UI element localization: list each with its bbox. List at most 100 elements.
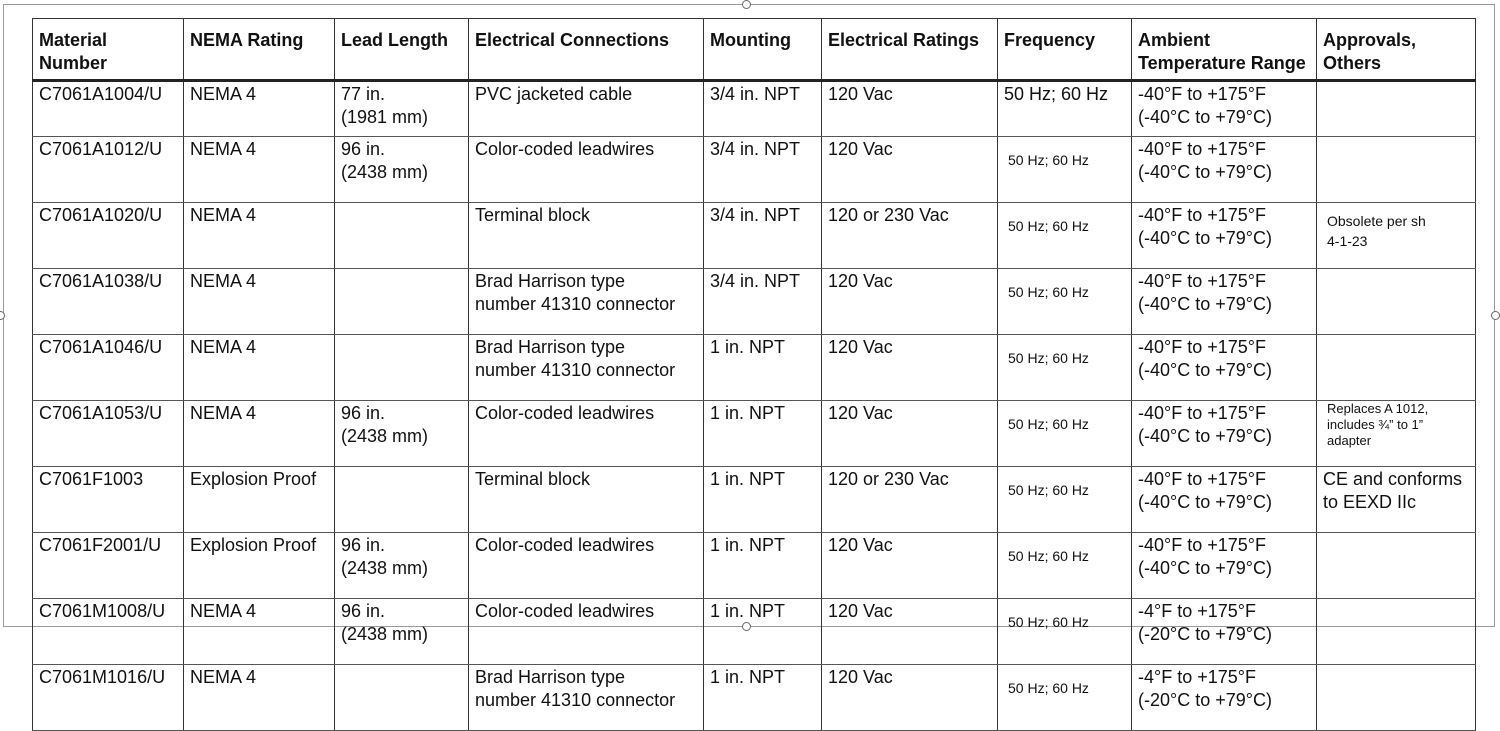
table-row: C7061A1004/U NEMA 4 77 in. (1981 mm) PVC ja… [32, 80, 1476, 137]
table-cell: 50 Hz; 60 Hz [997, 334, 1132, 401]
table-cell: 96 in. (2438 mm) [334, 598, 469, 665]
table-cell: 3/4 in. NPT [703, 136, 822, 203]
table-cell: 50 Hz; 60 Hz [997, 598, 1132, 665]
table-cell: C7061A1012/U [32, 136, 184, 203]
table-cell: 96 in. (2438 mm) [334, 400, 469, 467]
table-cell: Explosion Proof [183, 466, 335, 533]
table-cell: CE and conforms to EEXD IIc [1316, 466, 1476, 533]
table-cell: 1 in. NPT [703, 466, 822, 533]
table-cell [1316, 598, 1476, 665]
table-row: C7061A1012/U NEMA 4 96 in. (2438 mm) Color-… [32, 136, 1476, 203]
table-cell [1316, 664, 1476, 731]
table-cell: Color-coded leadwires [468, 400, 704, 467]
table-cell [334, 466, 469, 533]
table-cell: -4°F to +175°F (-20°C to +79°C) [1131, 598, 1317, 665]
resize-handle[interactable] [1491, 311, 1500, 320]
table-cell: -40°F to +175°F (-40°C to +79°C) [1131, 80, 1317, 137]
table-cell: 50 Hz; 60 Hz [997, 664, 1132, 731]
table-cell: -40°F to +175°F (-40°C to +79°C) [1131, 202, 1317, 269]
table-cell: Color-coded leadwires [468, 598, 704, 665]
table-cell: 120 Vac [821, 268, 998, 335]
table-cell: NEMA 4 [183, 202, 335, 269]
table-cell: C7061A1004/U [32, 80, 184, 137]
table-cell: Color-coded leadwires [468, 136, 704, 203]
resize-handle[interactable] [0, 311, 5, 320]
table-row: C7061F2001/U Explosion Proof 96 in. (2438 … [32, 532, 1476, 599]
table-cell: Brad Harrison type number 41310 connecto… [468, 664, 704, 731]
resize-handle[interactable] [742, 0, 751, 9]
table-cell: NEMA 4 [183, 334, 335, 401]
table-cell: 3/4 in. NPT [703, 80, 822, 137]
table-cell: C7061M1016/U [32, 664, 184, 731]
table-cell: 1 in. NPT [703, 598, 822, 665]
table-cell: -4°F to +175°F (-20°C to +79°C) [1131, 664, 1317, 731]
table-cell: NEMA 4 [183, 136, 335, 203]
table-cell: -40°F to +175°F (-40°C to +79°C) [1131, 136, 1317, 203]
table-cell: C7061A1038/U [32, 268, 184, 335]
table-row: C7061A1046/U NEMA 4 Brad Harrison type num… [32, 334, 1476, 401]
table-cell: 50 Hz; 60 Hz [997, 466, 1132, 533]
table-cell: -40°F to +175°F (-40°C to +79°C) [1131, 400, 1317, 467]
table-cell: NEMA 4 [183, 268, 335, 335]
table-cell [334, 268, 469, 335]
table-cell: Obsolete per sh 4-1-23 [1316, 202, 1476, 269]
table-cell: Brad Harrison type number 41310 connecto… [468, 334, 704, 401]
table-cell: 120 Vac [821, 80, 998, 137]
table-cell: -40°F to +175°F (-40°C to +79°C) [1131, 532, 1317, 599]
table-row: C7061M1016/U NEMA 4 Brad Harrison type num… [32, 664, 1476, 731]
table-cell: PVC jacketed cable [468, 80, 704, 137]
table-cell: 120 Vac [821, 400, 998, 467]
table-cell [334, 664, 469, 731]
header-cell: Approvals, Others [1316, 18, 1476, 82]
table-cell: 50 Hz; 60 Hz [997, 268, 1132, 335]
table-cell [1316, 268, 1476, 335]
table-cell: C7061A1053/U [32, 400, 184, 467]
table-cell: NEMA 4 [183, 80, 335, 137]
header-cell: Lead Length [334, 18, 469, 82]
table-cell: C7061A1020/U [32, 202, 184, 269]
table-row: C7061M1008/U NEMA 4 96 in. (2438 mm) Color-… [32, 598, 1476, 665]
table-cell: Brad Harrison type number 41310 connecto… [468, 268, 704, 335]
header-cell: Electrical Connections [468, 18, 704, 82]
table-cell [1316, 136, 1476, 203]
table-cell: 120 Vac [821, 598, 998, 665]
header-cell: Ambient Temperature Range [1131, 18, 1317, 82]
table-cell: 120 Vac [821, 664, 998, 731]
table-cell [334, 202, 469, 269]
table-cell: 1 in. NPT [703, 532, 822, 599]
table-cell: Replaces A 1012, includes ¾” to 1” adapt… [1316, 400, 1476, 467]
table-cell [1316, 334, 1476, 401]
table-cell: 120 Vac [821, 334, 998, 401]
header-cell: Electrical Ratings [821, 18, 998, 82]
table-cell: -40°F to +175°F (-40°C to +79°C) [1131, 466, 1317, 533]
table-cell: NEMA 4 [183, 598, 335, 665]
table-cell [334, 334, 469, 401]
table-cell: -40°F to +175°F (-40°C to +79°C) [1131, 334, 1317, 401]
table-cell: 1 in. NPT [703, 664, 822, 731]
table-cell: 120 or 230 Vac [821, 202, 998, 269]
table-row: C7061A1053/U NEMA 4 96 in. (2438 mm) Color-… [32, 400, 1476, 467]
table-cell [1316, 532, 1476, 599]
table-cell: 77 in. (1981 mm) [334, 80, 469, 137]
table-cell: 50 Hz; 60 Hz [997, 136, 1132, 203]
table-cell: 120 Vac [821, 136, 998, 203]
table-cell: 50 Hz; 60 Hz [997, 80, 1132, 137]
header-cell: Frequency [997, 18, 1132, 82]
table-row: C7061A1020/U NEMA 4 Terminal block 3/4 in. … [32, 202, 1476, 269]
table-row: C7061F1003 Explosion Proof Terminal block 1… [32, 466, 1476, 533]
table-cell: Color-coded leadwires [468, 532, 704, 599]
header-cell: Material Number [32, 18, 184, 82]
table-row: C7061A1038/U NEMA 4 Brad Harrison type num… [32, 268, 1476, 335]
table-cell: 1 in. NPT [703, 334, 822, 401]
table-cell: 1 in. NPT [703, 400, 822, 467]
table-cell: 96 in. (2438 mm) [334, 532, 469, 599]
table-cell: 50 Hz; 60 Hz [997, 400, 1132, 467]
table-cell: NEMA 4 [183, 400, 335, 467]
table-cell: C7061F2001/U [32, 532, 184, 599]
header-row: Material Number NEMA Rating Lead Length Ele… [32, 18, 1476, 82]
header-cell: NEMA Rating [183, 18, 335, 82]
spec-table: Material Number NEMA Rating Lead Length Ele… [32, 18, 1476, 731]
table-cell: Explosion Proof [183, 532, 335, 599]
header-cell: Mounting [703, 18, 822, 82]
